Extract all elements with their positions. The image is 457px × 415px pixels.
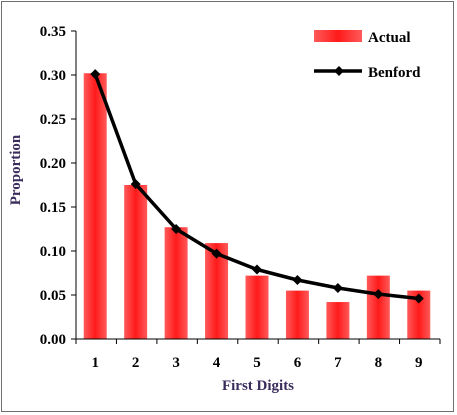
y-tick-label: 0.10 [40,244,66,260]
bar-actual-5 [245,275,269,339]
x-tick-label: 6 [294,355,302,371]
legend-swatch-actual [314,30,362,42]
benford-point-6 [292,275,303,286]
legend-marker-benford [334,66,344,76]
y-tick-label: 0.20 [40,156,66,172]
x-tick-label: 4 [213,355,221,371]
benford-point-1 [90,69,101,80]
benford-point-9 [413,293,424,304]
y-axis-ticks: 0.00 0.05 0.10 0.15 0.20 0.25 0.30 0.35 [40,24,76,348]
x-tick-label: 8 [375,355,383,371]
legend: Actual Benford [314,30,421,81]
bar-actual-2 [124,185,148,339]
legend-label-benford: Benford [368,65,421,81]
x-tick-label: 9 [415,355,423,371]
y-tick-label: 0.15 [40,200,66,216]
benford-point-7 [332,282,343,293]
y-tick-label: 0.30 [40,68,66,84]
y-tick-label: 0.05 [40,288,66,304]
x-axis-ticks: 1 2 3 4 5 6 7 8 9 [75,339,441,371]
actual-bars [83,73,431,340]
benford-point-8 [373,289,384,300]
bar-actual-9 [407,290,431,339]
bar-actual-6 [285,290,309,339]
y-tick-label: 0.35 [40,24,66,40]
x-axis-label: First Digits [222,378,294,394]
bar-actual-7 [326,302,350,339]
x-tick-label: 3 [172,355,180,371]
benford-point-2 [130,179,141,190]
y-tick-label: 0.00 [40,332,66,348]
y-tick-label: 0.25 [40,112,66,128]
bar-actual-3 [164,227,188,339]
bar-actual-1 [83,73,107,340]
benford-markers [90,69,424,304]
bar-actual-8 [366,275,390,339]
x-tick-label: 1 [91,355,99,371]
benford-point-5 [252,264,262,275]
bar-actual-4 [205,243,229,339]
x-tick-label: 7 [334,355,342,371]
y-axis-label: Proportion [8,134,24,205]
legend-label-actual: Actual [368,30,411,46]
benford-point-4 [211,248,222,259]
x-tick-label: 5 [253,355,261,371]
x-tick-label: 2 [132,355,140,371]
benford-point-3 [171,224,182,234]
